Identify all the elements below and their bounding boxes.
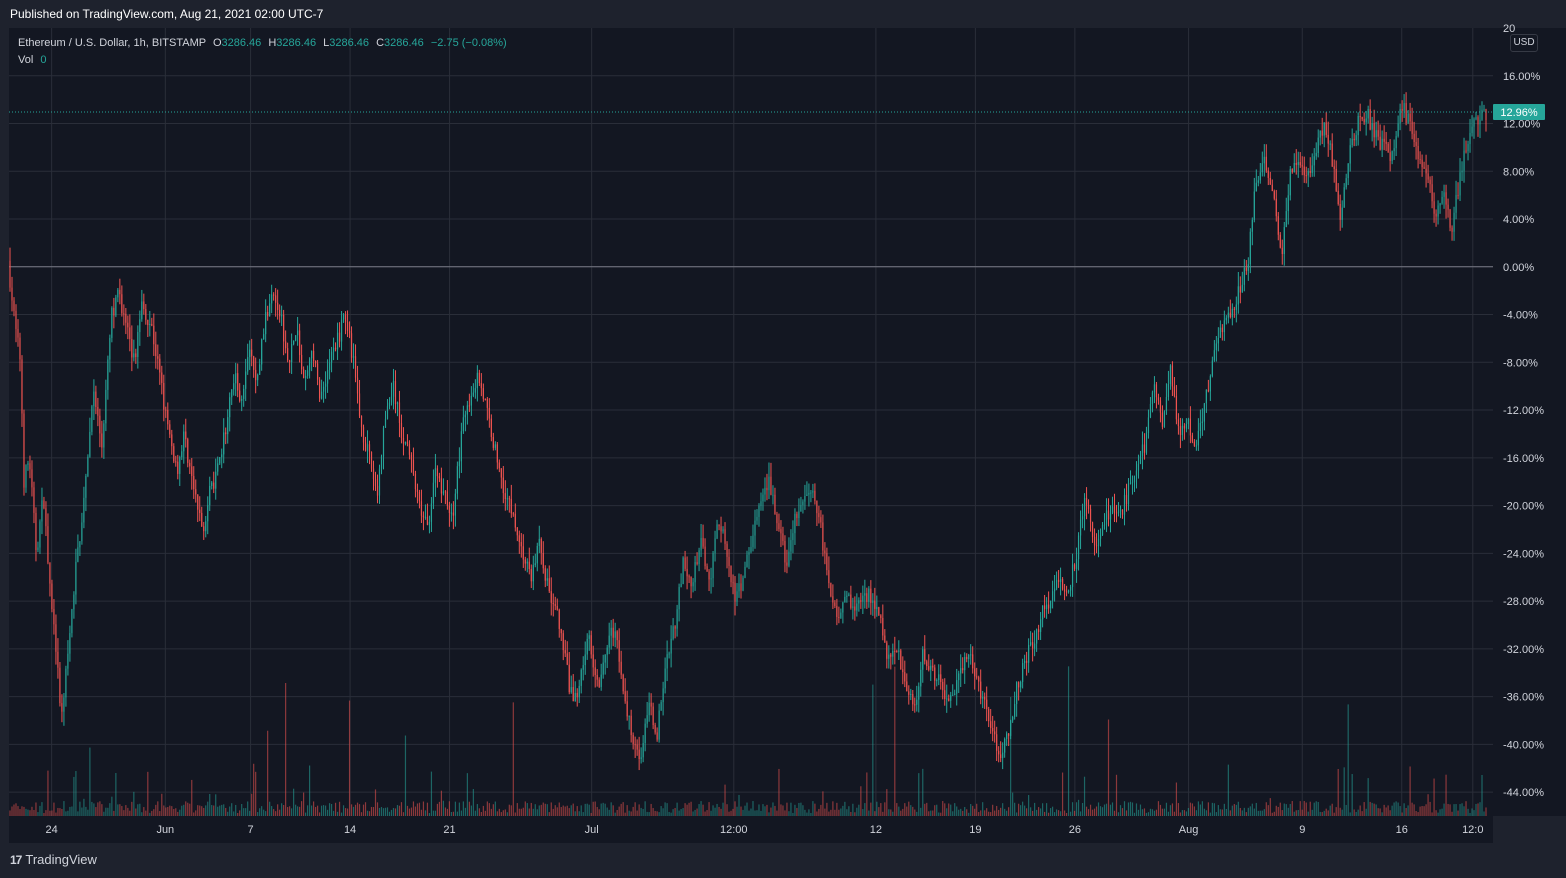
- time-scale[interactable]: [9, 816, 1493, 843]
- legend-vol-label: Vol: [18, 54, 34, 66]
- legend-close-label: C: [376, 37, 385, 49]
- publish-text: Published on TradingView.com, Aug 21, 20…: [10, 7, 324, 21]
- chart-legend: Ethereum / U.S. Dollar, 1h, BITSTAMP O32…: [18, 35, 507, 69]
- currency-button[interactable]: USD: [1510, 34, 1538, 52]
- top-bar: Published on TradingView.com, Aug 21, 20…: [0, 0, 1566, 28]
- legend-change: −2.75 (−0.08%): [430, 37, 507, 49]
- tradingview-logo-text: TradingView: [25, 852, 97, 867]
- price-scale[interactable]: [1493, 28, 1566, 816]
- bottom-bar: [0, 843, 1566, 878]
- legend-open-value: 3286.46: [221, 37, 262, 49]
- legend-symbol: Ethereum / U.S. Dollar, 1h, BITSTAMP: [18, 37, 206, 49]
- legend-vol-value: 0: [40, 54, 47, 66]
- legend-low-value: 3286.46: [329, 37, 370, 49]
- tradingview-logo[interactable]: 17 TradingView: [10, 852, 97, 867]
- tradingview-logo-icon: 17: [10, 853, 22, 867]
- legend-high-value: 3286.46: [276, 37, 317, 49]
- chart-pane[interactable]: [9, 28, 1493, 816]
- legend-open-label: O: [212, 37, 222, 49]
- legend-close-value: 3286.46: [384, 37, 424, 49]
- legend-high-label: H: [268, 37, 277, 49]
- legend-low-label: L: [323, 37, 330, 49]
